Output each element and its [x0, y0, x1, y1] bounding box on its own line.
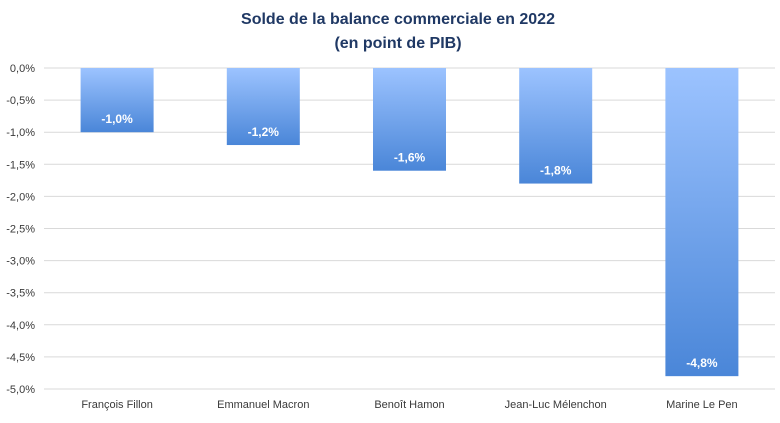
chart-subtitle: (en point de PIB) — [334, 35, 461, 52]
x-category-label: Benoît Hamon — [374, 399, 444, 411]
y-tick-label: -1,0% — [6, 127, 35, 139]
bar-data-label: -1,6% — [394, 151, 426, 165]
y-tick-label: 0,0% — [10, 63, 35, 75]
bar-data-label: -1,2% — [248, 125, 280, 139]
chart-title: Solde de la balance commerciale en 2022 — [241, 11, 555, 28]
bars — [80, 68, 739, 377]
bar-data-label: -4,8% — [686, 356, 718, 370]
y-tick-label: -3,5% — [6, 288, 35, 300]
bar — [373, 68, 446, 171]
bar-data-label: -1,8% — [540, 164, 572, 178]
bar — [226, 68, 300, 146]
y-tick-label: -0,5% — [6, 95, 35, 107]
bar-data-label: -1,0% — [101, 112, 133, 126]
x-axis-categories: François Fillon Emmanuel Macron Benoît Ham… — [81, 399, 737, 411]
y-tick-label: -4,5% — [6, 352, 35, 364]
x-category-label: François Fillon — [81, 399, 153, 411]
y-tick-label: -4,0% — [6, 320, 35, 332]
y-tick-label: -1,5% — [6, 159, 35, 171]
bar — [519, 68, 593, 184]
bar — [665, 68, 739, 377]
y-tick-label: -3,0% — [6, 256, 35, 268]
data-labels: -1,0% -1,2% -1,6% -1,8% -4,8% — [101, 112, 717, 370]
x-category-label: Emmanuel Macron — [217, 399, 309, 411]
x-category-label: Marine Le Pen — [666, 399, 738, 411]
gridlines — [44, 67, 775, 390]
y-tick-label: -2,0% — [6, 191, 35, 203]
y-axis-ticks: 0,0% -0,5% -1,0% -1,5% -2,0% -2,5% -3,0% -3,5% -… — [6, 63, 35, 396]
x-category-label: Jean-Luc Mélenchon — [505, 399, 607, 411]
bar — [80, 68, 154, 133]
y-tick-label: -2,5% — [6, 224, 35, 236]
y-tick-label: -5,0% — [6, 384, 35, 396]
